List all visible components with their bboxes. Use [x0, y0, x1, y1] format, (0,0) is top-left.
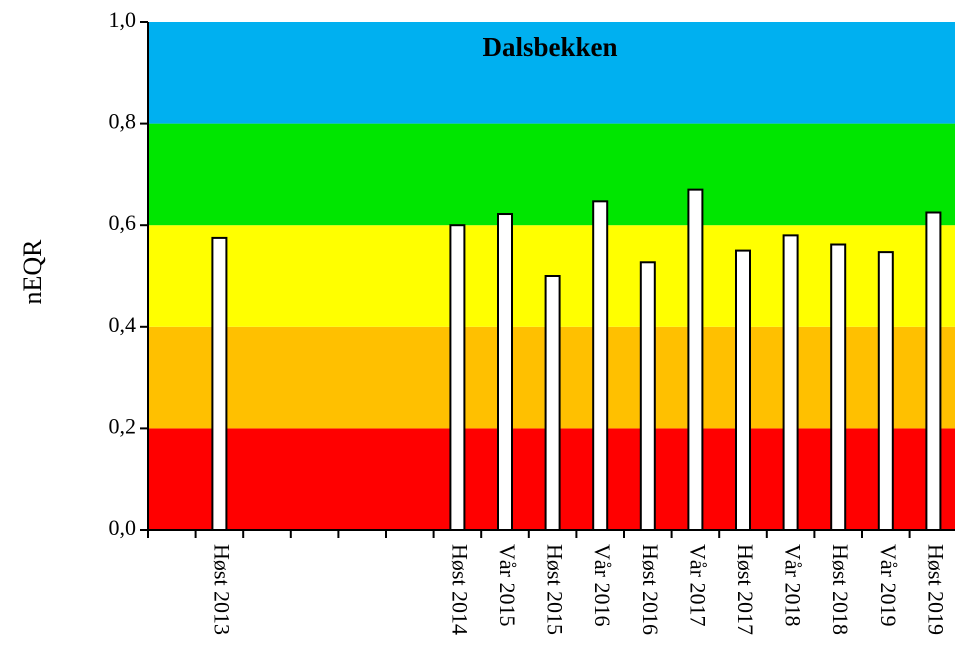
- x-tick-label: Vår 2019: [876, 544, 901, 626]
- x-tick-label: Vår 2018: [781, 544, 806, 626]
- x-tick-label: Høst 2013: [209, 544, 234, 635]
- quality-band: [148, 22, 955, 124]
- y-tick-label: 0,8: [109, 109, 137, 134]
- x-tick-label: Vår 2016: [590, 544, 615, 626]
- x-tick-label: Vår 2017: [685, 544, 710, 626]
- bar: [592, 200, 609, 531]
- bar: [211, 236, 228, 531]
- x-tick-label: Høst 2016: [638, 544, 663, 635]
- x-tick-label: Høst 2018: [828, 544, 853, 635]
- bar: [877, 251, 894, 531]
- bar: [497, 213, 513, 532]
- y-tick-label: 0,4: [109, 312, 137, 337]
- bar: [735, 249, 751, 531]
- bar: [925, 211, 942, 531]
- quality-band: [148, 123, 955, 226]
- x-tick-label: Høst 2019: [923, 544, 948, 635]
- y-tick-label: 1,0: [109, 7, 137, 32]
- y-tick-label: 0,0: [109, 515, 137, 540]
- x-tick-label: Høst 2017: [733, 544, 758, 635]
- bar: [544, 275, 561, 531]
- y-tick-label: 0,6: [109, 210, 137, 235]
- bar: [687, 188, 704, 531]
- x-tick-label: Høst 2015: [543, 544, 568, 635]
- y-tick-label: 0,2: [109, 413, 137, 438]
- bar: [782, 234, 799, 532]
- bar: [449, 224, 466, 531]
- y-axis-label: nEQR: [18, 239, 47, 305]
- x-tick-label: Høst 2014: [447, 544, 472, 635]
- chart-title: Dalsbekken: [482, 32, 617, 62]
- x-tick-label: Vår 2015: [495, 544, 520, 626]
- bar: [830, 243, 847, 531]
- bar: [639, 261, 656, 531]
